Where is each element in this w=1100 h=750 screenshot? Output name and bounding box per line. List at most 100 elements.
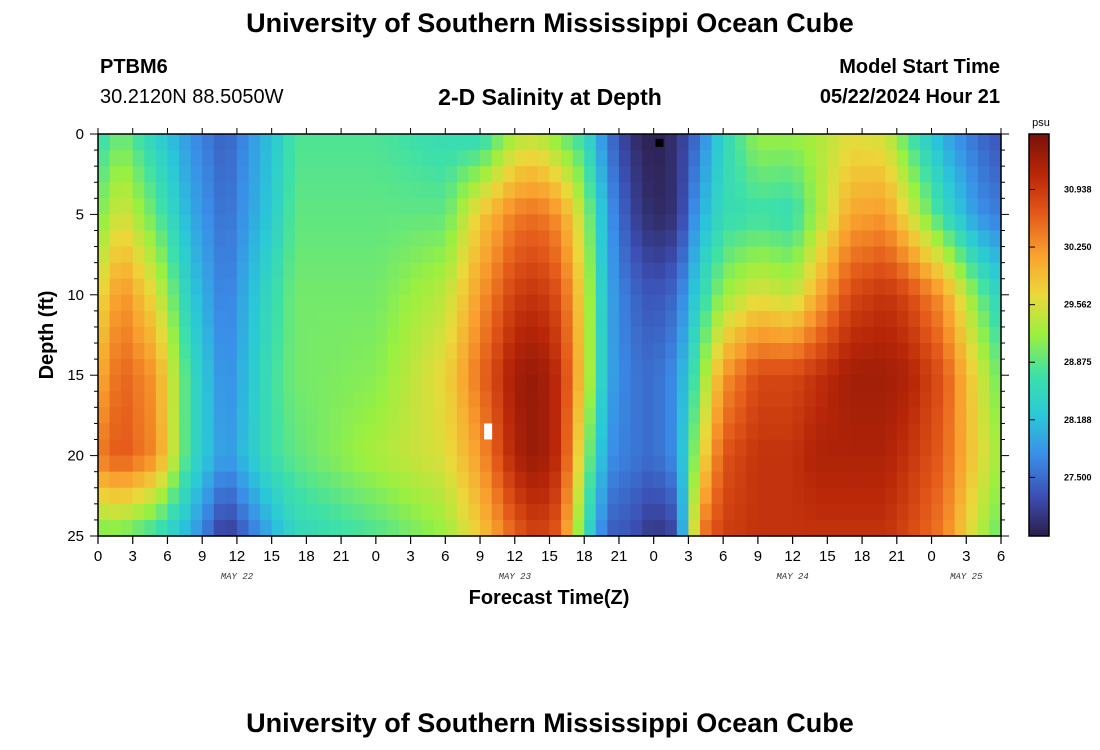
heatmap-cell — [757, 519, 771, 537]
heatmap-cell — [561, 150, 574, 167]
heatmap-cell — [676, 246, 690, 264]
heatmap-cell — [676, 326, 690, 344]
heatmap-cell — [618, 423, 632, 441]
heatmap-cell — [109, 471, 122, 489]
heatmap-cell — [885, 423, 898, 441]
heatmap-cell — [283, 198, 296, 215]
heatmap-cell — [919, 343, 933, 360]
heatmap-cell — [375, 423, 389, 441]
heatmap-cell — [653, 439, 666, 457]
heatmap-cell — [422, 439, 435, 457]
heatmap-cell — [98, 503, 111, 521]
heatmap-cell — [549, 326, 562, 344]
heatmap-cell — [572, 294, 585, 312]
heatmap-cell — [491, 262, 504, 280]
heatmap-cell — [919, 455, 933, 473]
heatmap-cell — [896, 214, 909, 232]
heatmap-cell — [213, 519, 226, 537]
heatmap-cell — [387, 246, 400, 264]
heatmap-cell — [584, 246, 597, 264]
heatmap-cell — [630, 166, 643, 183]
heatmap-cell — [271, 471, 284, 489]
heatmap-cell — [260, 503, 273, 521]
heatmap-cell — [584, 198, 597, 215]
heatmap-cell — [572, 182, 585, 199]
heatmap-cell — [572, 519, 585, 537]
heatmap-cell — [919, 150, 933, 167]
heatmap-cell — [537, 326, 551, 344]
model-start-label: Model Start Time — [839, 56, 1000, 78]
heatmap-cell — [514, 294, 527, 312]
heatmap-cell — [595, 214, 608, 232]
heatmap-cell — [746, 439, 759, 457]
heatmap-cell — [688, 310, 701, 328]
heatmap-cell — [862, 214, 875, 232]
heatmap-cell — [618, 503, 632, 521]
heatmap-cell — [607, 343, 620, 360]
heatmap-cell — [676, 439, 690, 457]
heatmap-cell — [456, 343, 470, 360]
heatmap-cell — [757, 198, 771, 215]
heatmap-cell — [908, 519, 921, 537]
colorbar-tick-label: 29.562 — [1064, 300, 1092, 310]
station-coordinates: 30.2120N 88.5050W — [100, 86, 284, 108]
heatmap-cell — [908, 471, 921, 489]
heatmap-cell — [850, 343, 863, 360]
heatmap-cell — [885, 262, 898, 280]
heatmap-cell — [931, 230, 944, 248]
heatmap-cell — [977, 214, 991, 232]
heatmap-cell — [271, 423, 284, 441]
heatmap-cell — [757, 150, 771, 167]
heatmap-cell — [561, 214, 574, 232]
heatmap-cell — [618, 519, 632, 537]
heatmap-cell — [688, 487, 701, 505]
heatmap-cell — [445, 375, 458, 392]
heatmap-cell — [422, 455, 435, 473]
heatmap-cell — [248, 134, 261, 151]
heatmap-cell — [526, 262, 539, 280]
heatmap-cell — [352, 471, 365, 489]
heatmap-cell — [885, 519, 898, 537]
heatmap-cell — [549, 439, 562, 457]
heatmap-cell — [954, 439, 967, 457]
heatmap-cell — [121, 182, 134, 199]
heatmap-cell — [306, 455, 319, 473]
colorbar-tick-label: 30.250 — [1064, 242, 1092, 252]
heatmap-cell — [595, 471, 608, 489]
heatmap-cell — [399, 278, 412, 296]
heatmap-cell — [387, 391, 400, 408]
heatmap-cell — [584, 294, 597, 312]
heatmap-cell — [618, 134, 632, 151]
heatmap-cell — [503, 343, 516, 360]
heatmap-cell — [757, 503, 771, 521]
heatmap-cell — [572, 198, 585, 215]
heatmap-cell — [456, 519, 470, 537]
heatmap-cell — [792, 150, 805, 167]
heatmap-cell — [838, 343, 852, 360]
heatmap-cell — [537, 230, 551, 248]
heatmap-cell — [109, 278, 122, 296]
heatmap-cell — [607, 150, 620, 167]
heatmap-cell — [236, 278, 250, 296]
heatmap-cell — [121, 230, 134, 248]
heatmap-cell — [132, 423, 145, 441]
heatmap-cell — [456, 246, 470, 264]
heatmap-cell — [618, 198, 632, 215]
heatmap-cell — [202, 198, 215, 215]
missing-data-markers — [484, 138, 664, 440]
heatmap-cell — [329, 262, 342, 280]
heatmap-cell — [410, 439, 423, 457]
heatmap-cell — [422, 182, 435, 199]
heatmap-cell — [584, 455, 597, 473]
heatmap-cell — [804, 359, 817, 376]
heatmap-cell — [375, 310, 389, 328]
heatmap-cell — [943, 134, 956, 151]
heatmap-cell — [503, 278, 516, 296]
heatmap-cell — [908, 310, 921, 328]
heatmap-cell — [711, 214, 724, 232]
heatmap-cell — [896, 326, 909, 344]
heatmap-cell — [804, 455, 817, 473]
heatmap-cell — [503, 503, 516, 521]
heatmap-cell — [757, 326, 771, 344]
heatmap-cell — [98, 375, 111, 392]
